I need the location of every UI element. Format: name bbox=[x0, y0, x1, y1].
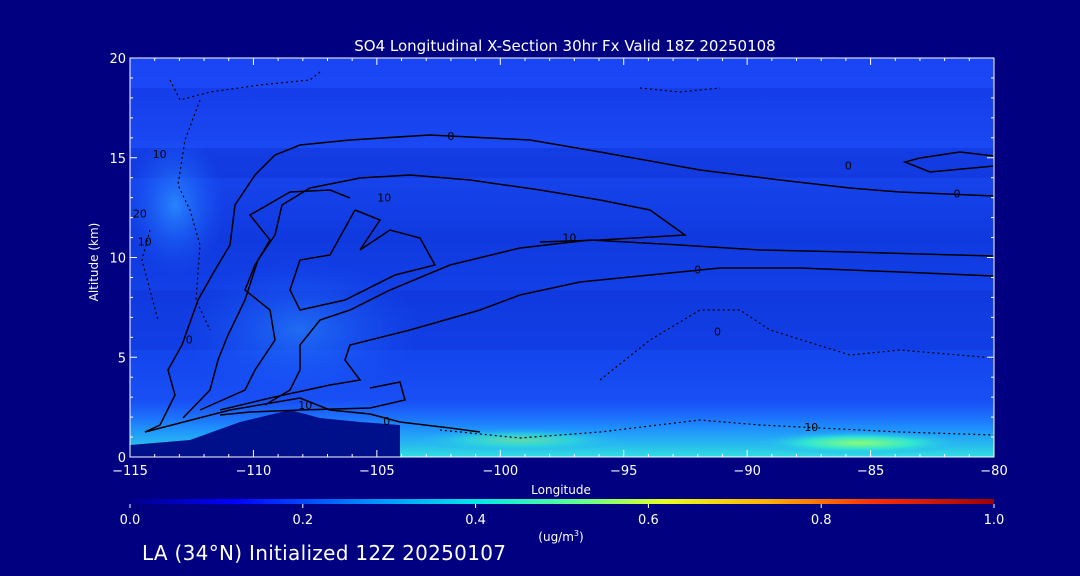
x-tick-label: −90 bbox=[733, 464, 760, 479]
colorbar-tick-label: 0.8 bbox=[811, 513, 832, 528]
contour-line-negative bbox=[599, 309, 994, 381]
y-tick-label: 0 bbox=[118, 451, 126, 466]
x-tick-label: −80 bbox=[980, 464, 1007, 479]
contour-label: 20 bbox=[133, 208, 147, 221]
contour-label: 10 bbox=[298, 399, 312, 412]
y-axis-ticks: 0 5 10 15 20 bbox=[109, 52, 994, 466]
contour-line bbox=[289, 209, 437, 311]
x-tick-label: −110 bbox=[236, 464, 272, 479]
contour-line bbox=[144, 397, 481, 433]
y-axis-label: Altitude (km) bbox=[87, 223, 101, 302]
colorbar-tick-label: 0.4 bbox=[465, 513, 486, 528]
contour-line-negative bbox=[141, 229, 159, 321]
colorbar-ticks: 0.0 0.2 0.4 0.6 0.8 1.0 bbox=[120, 504, 1005, 528]
concentration-field bbox=[130, 58, 994, 457]
contour-line bbox=[199, 189, 351, 411]
contour-label: 0 bbox=[186, 333, 193, 346]
contour-line-negative bbox=[177, 99, 211, 331]
x-tick-label: −100 bbox=[482, 464, 518, 479]
contour-label: 10 bbox=[377, 192, 391, 205]
x-axis-ticks: −115 −110 −105 −100 −95 −90 −85 −80 bbox=[112, 58, 1008, 479]
contour-label: 0 bbox=[694, 263, 701, 276]
colorbar-tick-label: 0.0 bbox=[120, 513, 141, 528]
contour-line-negative bbox=[439, 419, 994, 439]
contour-label: 10 bbox=[562, 232, 576, 245]
y-tick-label: 20 bbox=[109, 52, 126, 67]
station-caption: LA (34°N) Initialized 12Z 20250107 bbox=[142, 541, 507, 565]
contour-label: 10 bbox=[153, 148, 167, 161]
contour-label: 0 bbox=[953, 188, 960, 201]
contour-lines bbox=[141, 71, 994, 439]
contour-line bbox=[182, 174, 688, 419]
contour-line bbox=[902, 151, 994, 173]
y-tick-label: 15 bbox=[109, 152, 126, 167]
x-tick-label: −105 bbox=[359, 464, 395, 479]
contour-label: 0 bbox=[447, 130, 454, 143]
colorbar-unit: (ug/m3) bbox=[538, 529, 583, 544]
contour-label: 10 bbox=[138, 236, 152, 249]
y-tick-label: 5 bbox=[118, 351, 126, 366]
x-tick-label: −115 bbox=[112, 464, 148, 479]
colorbar-tick-label: 0.2 bbox=[292, 513, 313, 528]
colorbar-tick-label: 0.6 bbox=[638, 513, 659, 528]
contour-line-negative bbox=[169, 71, 321, 101]
y-tick-label: 10 bbox=[109, 252, 126, 267]
colorbar-tick-label: 1.0 bbox=[984, 513, 1005, 528]
x-axis-label: Longitude bbox=[531, 483, 591, 497]
contour-line-negative bbox=[639, 87, 721, 93]
x-tick-label: −85 bbox=[857, 464, 884, 479]
contour-line bbox=[144, 134, 994, 433]
chart-title: SO4 Longitudinal X-Section 30hr Fx Valid… bbox=[354, 37, 775, 55]
contour-line bbox=[264, 239, 994, 406]
colorbar bbox=[130, 499, 994, 504]
contour-label: 0 bbox=[714, 325, 721, 338]
contour-line bbox=[219, 267, 994, 411]
contour-label: 10 bbox=[804, 421, 818, 434]
contour-line bbox=[219, 381, 406, 416]
contour-labels: 0 10 10 0 0 0 10 20 10 0 10 0 10 0 bbox=[133, 130, 961, 434]
x-tick-label: −95 bbox=[610, 464, 637, 479]
contour-label: 0 bbox=[845, 160, 852, 173]
contour-label: 0 bbox=[383, 415, 390, 428]
